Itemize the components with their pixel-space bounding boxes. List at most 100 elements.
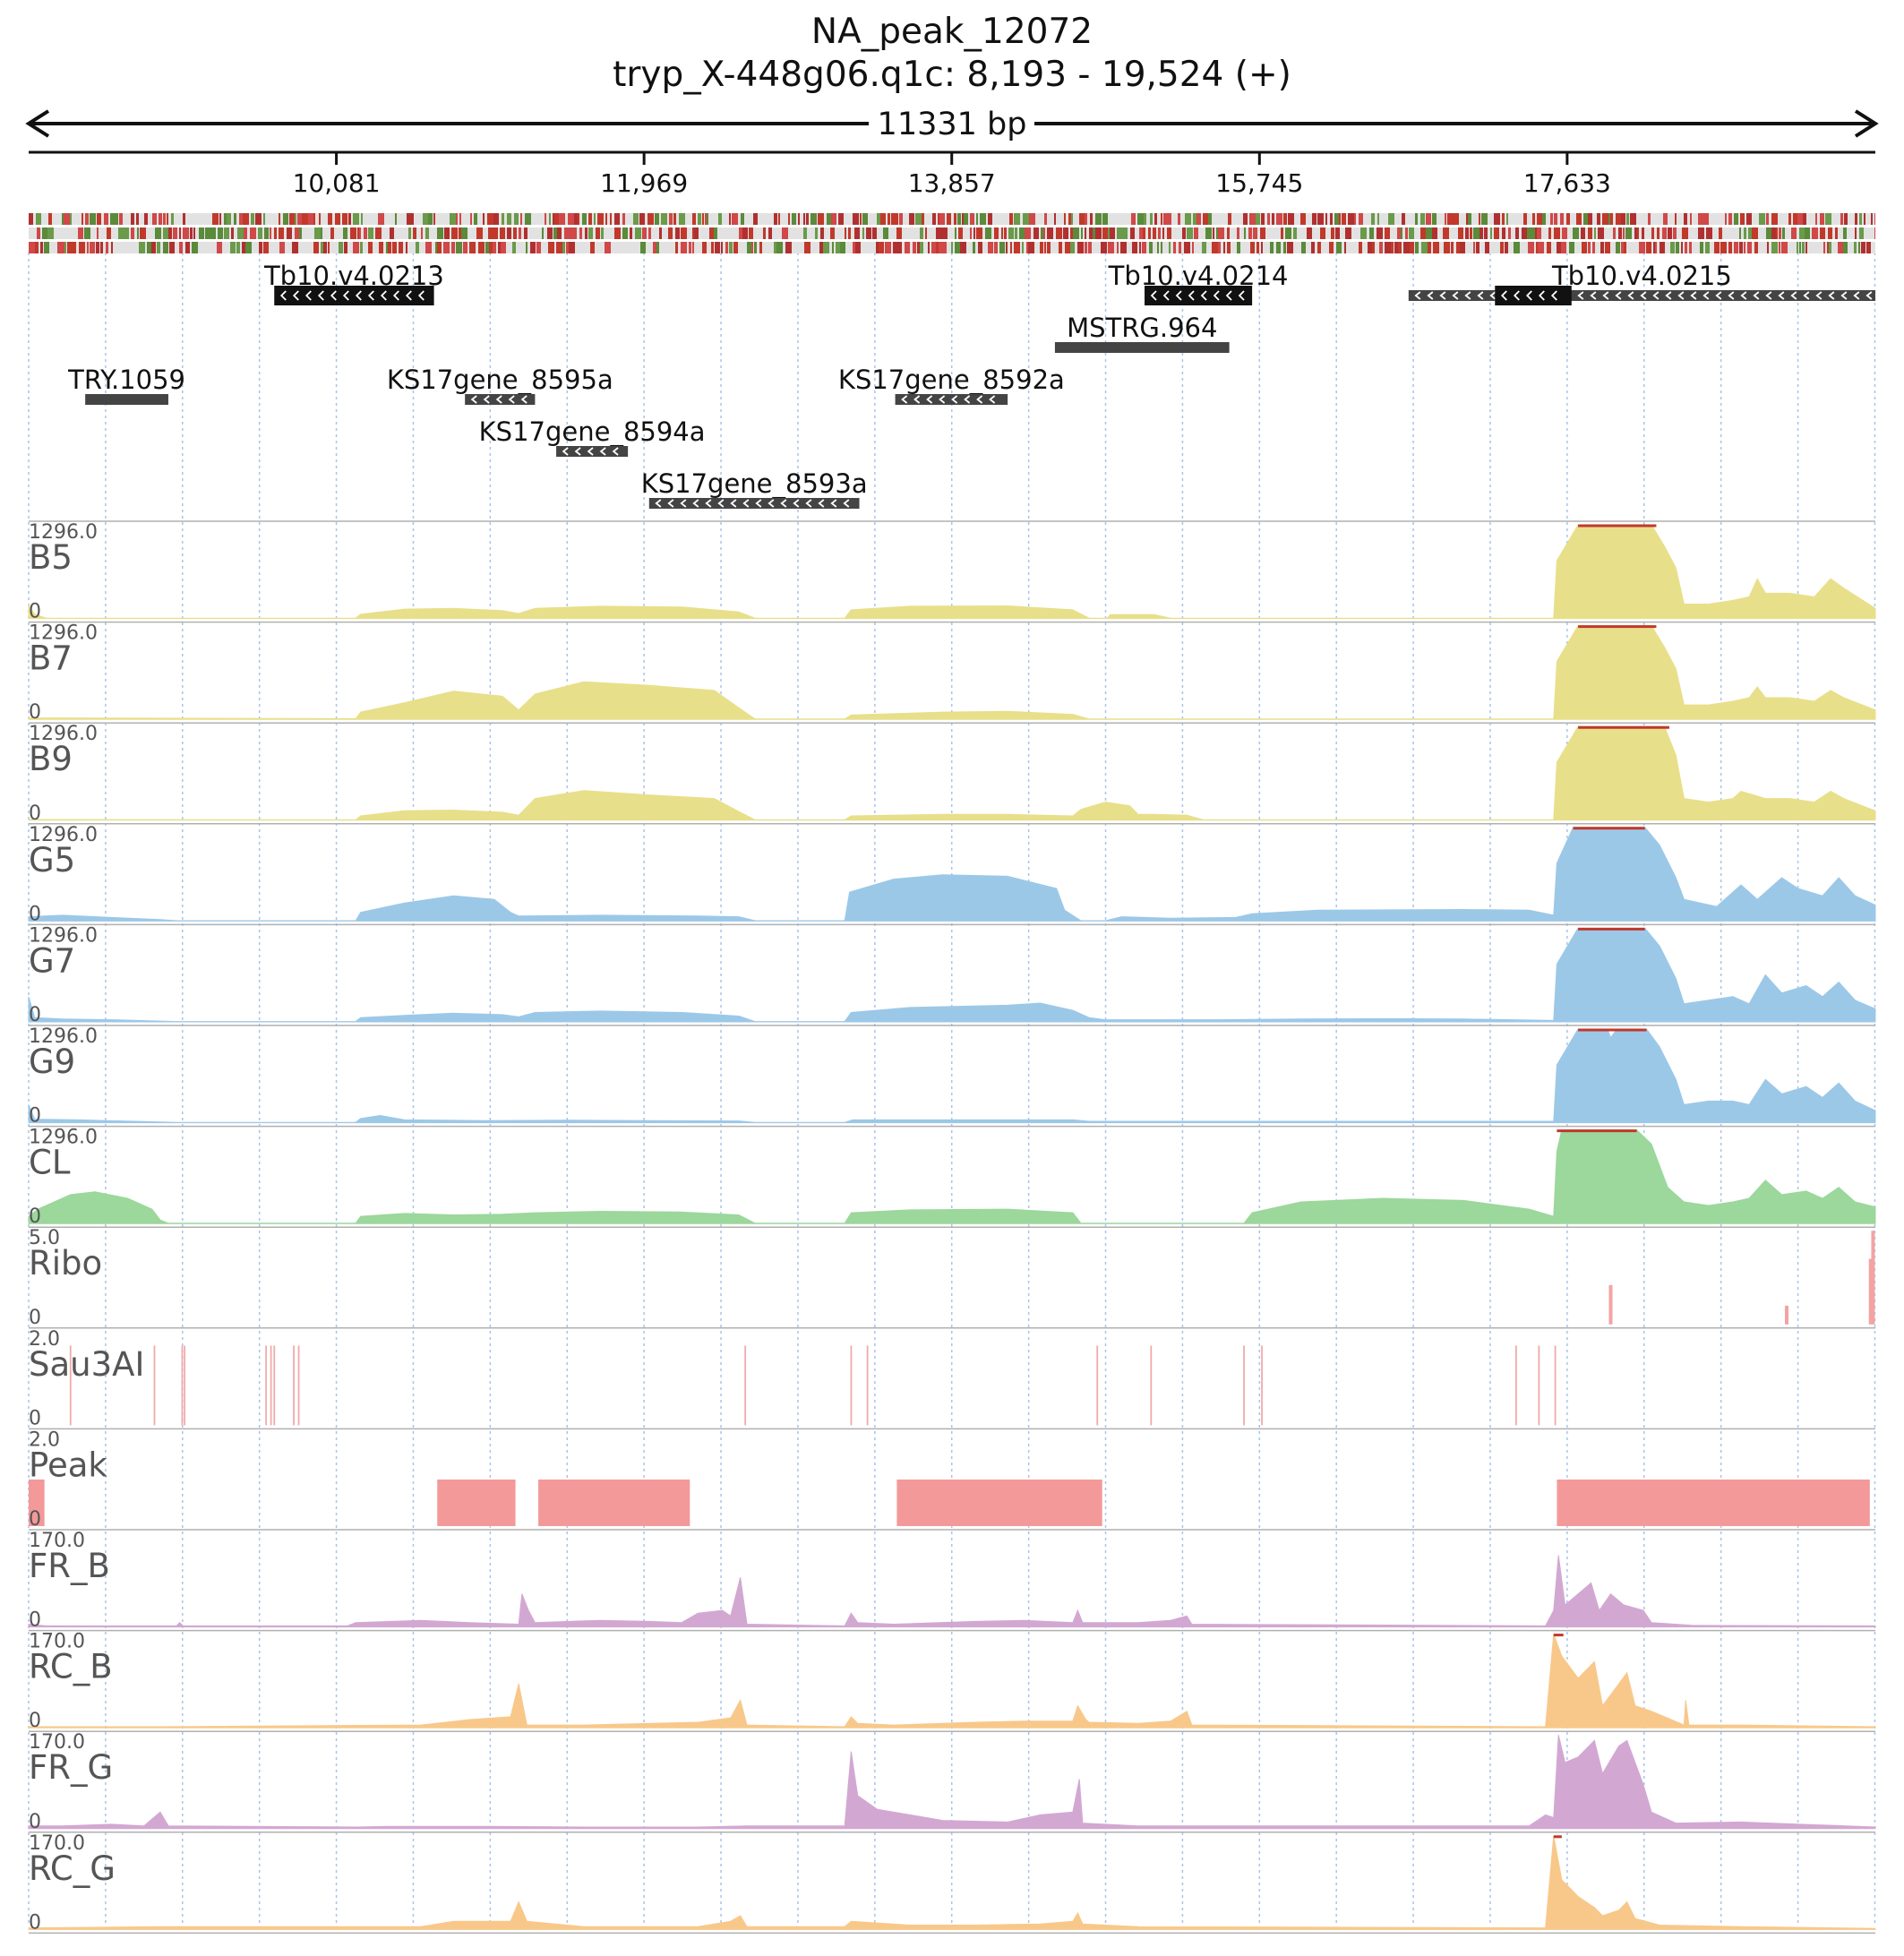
sequence-base	[1473, 242, 1475, 253]
sequence-base	[827, 213, 831, 225]
peak-block	[896, 1480, 1102, 1526]
figure-title: NA_peak_12072	[811, 12, 1093, 52]
sequence-base	[1354, 213, 1356, 225]
sequence-base	[416, 242, 419, 253]
gene-feature[interactable]: Tb10.v4.0213	[263, 261, 444, 305]
track-b5: 1296.0B5 0	[28, 520, 1876, 623]
sequence-base	[147, 242, 151, 253]
sequence-base	[287, 227, 292, 239]
strand-arrow	[1815, 291, 1823, 300]
sequence-base	[1402, 213, 1405, 225]
sequence-base	[289, 213, 295, 225]
sequence-base	[97, 213, 101, 225]
track-area	[28, 827, 1876, 922]
track-max: 2.0	[29, 1328, 60, 1351]
sequence-base	[810, 213, 817, 225]
sequence-base	[104, 213, 108, 225]
gene-feature[interactable]: KS17gene_8593a	[641, 468, 868, 509]
sequence-base	[547, 227, 553, 239]
strand-arrow	[1238, 290, 1245, 301]
sequence-base	[714, 227, 717, 239]
gene-feature[interactable]: KS17gene_8595a	[387, 365, 613, 405]
track-name: G7	[29, 941, 75, 980]
sequence-base	[163, 242, 168, 253]
sequence-base	[1249, 213, 1256, 225]
strand-arrow	[562, 447, 569, 456]
sequence-base	[1479, 227, 1483, 239]
sequence-base	[1019, 227, 1025, 239]
sequence-base	[73, 242, 76, 253]
peak-block	[538, 1480, 690, 1526]
sequence-base	[1871, 213, 1873, 225]
sequence-base	[485, 242, 489, 253]
sequence-base	[1169, 242, 1171, 253]
sequence-base	[1681, 242, 1683, 253]
sequence-base	[853, 242, 855, 253]
sequence-base	[487, 213, 493, 225]
sequence-base	[1820, 213, 1824, 225]
sequence-base	[1148, 227, 1151, 239]
sequence-base	[973, 242, 975, 253]
sequence-base	[1566, 213, 1570, 225]
sequence-base	[353, 242, 359, 253]
sequence-base	[913, 242, 916, 253]
sequence-base	[754, 242, 757, 253]
sequence-base	[928, 242, 930, 253]
sequence-base	[1698, 227, 1704, 239]
sequence-base	[190, 227, 193, 239]
track-min: 0	[29, 1911, 41, 1934]
sequence-base	[61, 242, 64, 253]
sequence-base	[1301, 242, 1306, 253]
sequence-base	[1581, 227, 1585, 239]
track-area	[28, 1835, 1876, 1930]
sequence-base	[218, 227, 223, 239]
sequence-base	[251, 213, 254, 225]
sequence-base	[1538, 242, 1544, 253]
track-g5: 1296.0G5 0	[28, 823, 1876, 925]
sequence-base	[526, 242, 527, 253]
sequence-base	[131, 213, 134, 225]
gene-feature[interactable]: KS17gene_8592a	[838, 365, 1065, 405]
strand-arrow	[1225, 290, 1232, 301]
sequence-base	[111, 242, 113, 253]
sequence-base	[1767, 242, 1769, 253]
sequence-base	[1410, 242, 1414, 253]
sequence-base	[459, 227, 461, 239]
sequence-base	[343, 227, 347, 239]
sequence-base	[763, 227, 766, 239]
sequence-base	[883, 227, 888, 239]
sequence-base	[350, 227, 356, 239]
sequence-base	[655, 213, 659, 225]
gene-feature[interactable]: MSTRG.964	[1054, 313, 1230, 353]
strand-arrow	[1640, 291, 1647, 300]
sequence-base	[1781, 242, 1788, 253]
sequence-base	[820, 227, 824, 239]
sequence-base	[459, 213, 461, 225]
gene-feature[interactable]: TRY.1059	[67, 365, 185, 405]
strand-arrow	[1652, 291, 1660, 300]
strand-arrow	[818, 499, 825, 508]
sequence-base	[1561, 242, 1566, 253]
sequence-base	[1793, 213, 1797, 225]
sequence-base	[90, 242, 95, 253]
gene-feature[interactable]: Tb10.v4.0215	[1408, 261, 1875, 305]
sequence-base	[118, 227, 124, 239]
sequence-base	[999, 242, 1005, 253]
sequence-base	[313, 242, 319, 253]
sequence-base	[1223, 242, 1225, 253]
sequence-base	[179, 242, 183, 253]
sequence-base	[1788, 213, 1791, 225]
sequence-base	[1500, 242, 1504, 253]
locus-subtitle: tryp_X-448g06.q1c: 8,193 - 19,524 (+)	[613, 55, 1291, 95]
strand-arrow	[768, 499, 775, 508]
gene-feature[interactable]: Tb10.v4.0214	[1108, 261, 1289, 305]
sequence-base	[1689, 242, 1692, 253]
sequence-base	[1444, 242, 1450, 253]
strand-arrow	[1778, 291, 1785, 300]
sequence-base	[1465, 227, 1469, 239]
strand-arrow	[520, 395, 527, 404]
sequence-base	[1803, 213, 1806, 225]
gene-feature[interactable]: KS17gene_8594a	[479, 416, 706, 457]
sequence-base	[1193, 213, 1196, 225]
sequence-base	[1583, 213, 1588, 225]
